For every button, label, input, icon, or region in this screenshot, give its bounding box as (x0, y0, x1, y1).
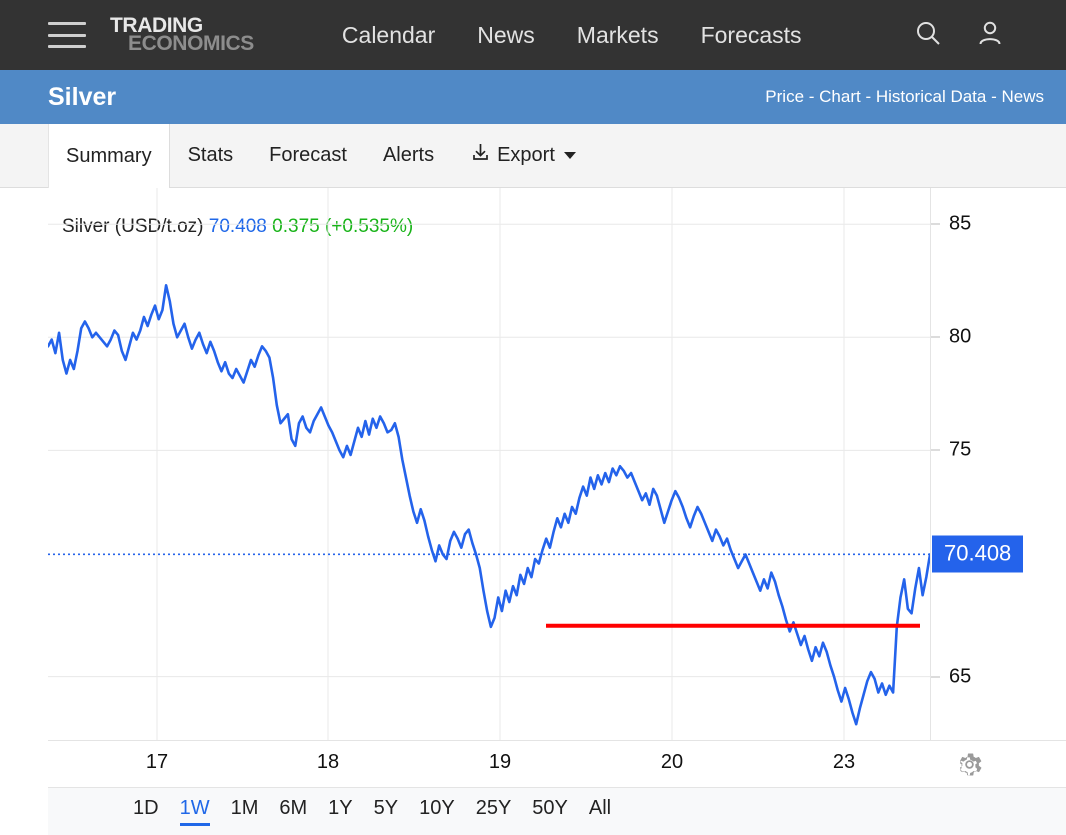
nav-link-news[interactable]: News (477, 21, 535, 48)
account-icon[interactable] (976, 19, 1004, 52)
tab-label: Forecast (269, 144, 347, 166)
search-icon[interactable] (914, 19, 942, 52)
price-axis-tickmark (931, 223, 940, 225)
nav-icon-group (914, 19, 1004, 52)
tab-bar: Summary Stats Forecast Alerts Export (0, 124, 1066, 188)
breadcrumb-separator: - (804, 87, 820, 106)
range-button-1w[interactable]: 1W (179, 797, 210, 826)
time-axis: 17 18 19 20 23 (48, 740, 1066, 788)
price-line (48, 283, 930, 726)
range-button-1m[interactable]: 1M (230, 797, 259, 819)
logo-line-trading: TRADING (110, 14, 203, 38)
breadcrumb: Price - Chart - Historical Data - News (765, 87, 1044, 107)
top-navigation-bar: TRADING ECONOMICS Calendar News Markets … (0, 0, 1066, 70)
price-chart-plot[interactable] (48, 188, 930, 740)
breadcrumb-link-news[interactable]: News (1001, 87, 1044, 106)
quote-instrument-label: Silver (USD/t.oz) (62, 216, 204, 237)
price-axis-tickmark (931, 449, 940, 451)
price-axis-label: 65 (949, 665, 972, 688)
range-button-1d[interactable]: 1D (133, 797, 159, 819)
breadcrumb-link-chart[interactable]: Chart (819, 87, 861, 106)
time-axis-label: 23 (832, 751, 856, 773)
range-button-50y[interactable]: 50Y (532, 797, 568, 819)
range-button-5y[interactable]: 5Y (373, 797, 399, 819)
range-button-all[interactable]: All (588, 797, 612, 819)
chevron-down-icon (563, 152, 576, 159)
current-price-badge: 70.408 (932, 535, 1024, 573)
range-button-1y[interactable]: 1Y (328, 797, 353, 819)
hamburger-bar (48, 22, 86, 25)
nav-link-markets[interactable]: Markets (576, 21, 659, 48)
tab-label: Export (497, 144, 555, 166)
breadcrumb-separator: - (860, 87, 876, 106)
gear-icon[interactable] (956, 751, 983, 783)
price-axis-label: 85 (949, 212, 972, 235)
price-axis: 85 80 75 65 70.408 (930, 188, 1066, 740)
site-logo[interactable]: TRADING ECONOMICS (110, 14, 254, 55)
primary-nav-links: Calendar News Markets Forecasts (342, 22, 802, 49)
quote-price: 70.408 (208, 216, 267, 237)
tab-summary[interactable]: Summary (48, 124, 170, 188)
tab-label: Summary (66, 144, 152, 167)
nav-link-calendar[interactable]: Calendar (341, 21, 436, 48)
price-axis-label: 80 (949, 325, 972, 348)
hamburger-bar (48, 33, 86, 37)
page-title: Silver (48, 82, 117, 111)
breadcrumb-link-price[interactable]: Price (765, 87, 805, 106)
hamburger-menu-icon[interactable] (48, 22, 86, 48)
symbol-title-bar: Silver Price - Chart - Historical Data -… (0, 70, 1066, 124)
time-axis-label: 20 (660, 751, 684, 773)
price-axis-tickmark (931, 336, 940, 338)
time-axis-label: 19 (488, 751, 512, 773)
nav-link-forecasts[interactable]: Forecasts (700, 21, 802, 48)
tab-bar-spacer (0, 124, 48, 187)
tab-label: Alerts (382, 144, 435, 166)
range-button-6m[interactable]: 6M (279, 797, 308, 819)
time-range-selector: 1D 1W 1M 6M 1Y 5Y 10Y 25Y 50Y All (48, 788, 1066, 835)
tab-alerts[interactable]: Alerts (365, 124, 452, 187)
download-icon (470, 142, 491, 169)
quote-line: Silver (USD/t.oz) 70.408 0.375 (+0.535%) (62, 216, 413, 238)
hamburger-bar (48, 45, 86, 48)
chart-panel: Silver (USD/t.oz) 70.408 0.375 (+0.535%)… (48, 188, 1066, 788)
tab-forecast[interactable]: Forecast (251, 124, 365, 187)
tab-export[interactable]: Export (452, 124, 594, 187)
time-axis-label: 17 (145, 751, 169, 773)
breadcrumb-separator: - (986, 87, 1002, 106)
price-axis-label: 75 (949, 438, 972, 461)
tab-label: Stats (187, 144, 234, 166)
breadcrumb-link-historical-data[interactable]: Historical Data (875, 87, 987, 106)
price-axis-tickmark (931, 676, 940, 678)
logo-line-economics: ECONOMICS (128, 31, 254, 55)
time-axis-label: 18 (316, 751, 340, 773)
range-button-25y[interactable]: 25Y (475, 797, 512, 819)
quote-change: 0.375 (+0.535%) (272, 216, 414, 237)
tab-stats[interactable]: Stats (170, 124, 252, 187)
range-button-10y[interactable]: 10Y (419, 797, 455, 819)
